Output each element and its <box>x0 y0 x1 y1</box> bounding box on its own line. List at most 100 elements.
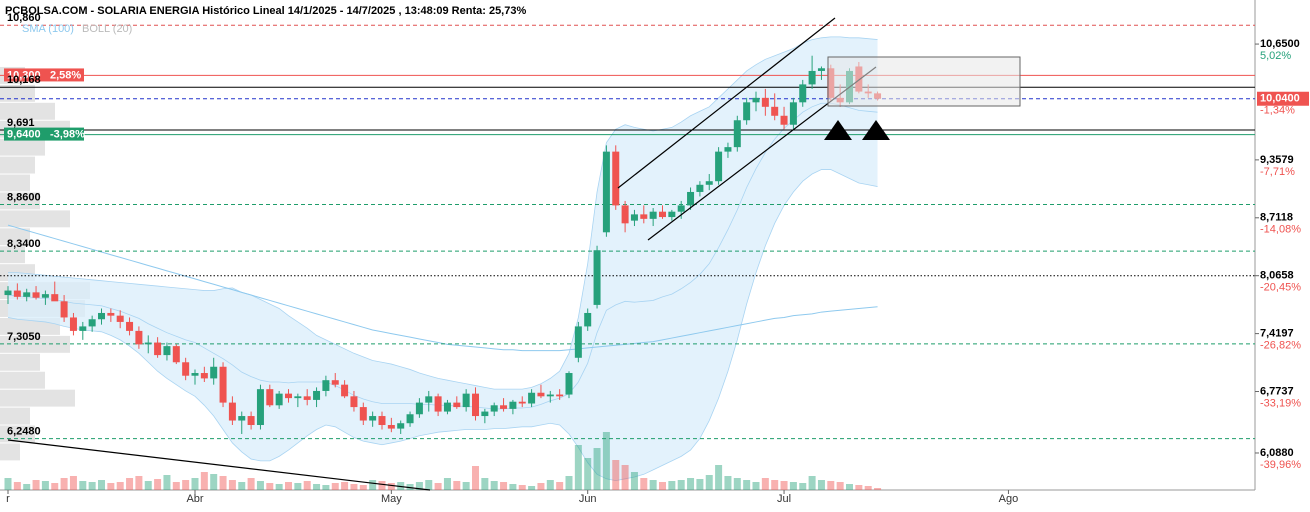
candle-body <box>528 392 536 404</box>
y-tick-label: 10,6500 <box>1260 38 1300 50</box>
candle-body <box>266 389 274 406</box>
candle-body <box>481 411 489 417</box>
volume-bar <box>780 481 788 490</box>
y-tick-pct: -39,96% <box>1260 459 1301 471</box>
volume-bar <box>116 482 124 490</box>
volume-bar <box>659 482 666 490</box>
volume-bar <box>715 465 723 490</box>
candle-body <box>387 425 395 429</box>
volume-bar <box>696 479 704 490</box>
candle-body <box>817 68 825 71</box>
volume-bar <box>135 476 143 490</box>
volume-bar <box>294 483 302 490</box>
volume-bar <box>649 480 657 490</box>
candle-body <box>500 405 508 409</box>
level-label: 9,691 <box>7 117 35 129</box>
candle-body <box>715 151 723 182</box>
volume-bar <box>584 458 592 490</box>
volume-bar <box>126 478 134 490</box>
level-label-box <box>4 68 84 82</box>
volume-bar <box>238 482 246 490</box>
volume-bar <box>481 478 489 490</box>
volume-bar <box>369 480 377 490</box>
volume-profile-bar <box>0 246 25 264</box>
volume-bar <box>23 484 31 490</box>
volume-bar <box>107 483 115 490</box>
y-tick-pct: -33,19% <box>1260 397 1301 409</box>
x-tick-label: Ago <box>999 493 1019 505</box>
candle-body <box>219 366 227 403</box>
volume-bar <box>285 482 292 490</box>
volume-bar <box>733 478 741 490</box>
volume-bar <box>808 476 816 490</box>
volume-bar <box>724 476 732 490</box>
candle-body <box>537 392 545 397</box>
candle-body <box>32 292 40 298</box>
candle-body <box>13 290 21 297</box>
triangle-marker <box>824 120 852 140</box>
volume-bar <box>200 472 208 490</box>
volume-bar <box>602 432 610 490</box>
y-tick-pct: -14,08% <box>1260 224 1301 236</box>
volume-bar <box>630 472 638 490</box>
candle-body <box>135 330 143 345</box>
candle-body <box>705 181 713 185</box>
candle-body <box>602 151 610 233</box>
volume-bar <box>172 482 180 490</box>
candle-body <box>41 294 49 298</box>
volume-bar <box>60 478 68 490</box>
volume-bar <box>98 480 105 490</box>
candle-body <box>172 346 180 363</box>
label-layer: PCBOLSA.COM - SOLARIA ENERGIA Histórico … <box>4 5 1309 505</box>
candle-body <box>443 402 451 412</box>
x-tick-label: Abr <box>186 493 203 505</box>
volume-bar <box>13 482 21 490</box>
volume-bar <box>425 480 433 490</box>
candle-body <box>60 301 68 318</box>
volume-bar <box>864 486 872 490</box>
volume-bar <box>537 483 545 490</box>
volume-bar <box>32 480 40 490</box>
candle-body <box>668 211 676 218</box>
volume-bar <box>771 480 779 490</box>
volume-bar <box>322 485 330 490</box>
volume-bar <box>191 478 199 490</box>
volume-bar <box>500 482 508 490</box>
bollinger-upper <box>8 36 878 390</box>
volume-profile-bar <box>0 407 30 425</box>
range-box <box>827 56 1021 107</box>
candle-body <box>200 373 208 379</box>
volume-bar <box>359 485 367 490</box>
candle-body <box>789 102 797 125</box>
candle-body <box>285 393 292 399</box>
volume-bar <box>341 482 349 490</box>
candle-body <box>472 393 479 417</box>
x-tick-label: Jun <box>579 493 597 505</box>
candle-body <box>69 317 77 331</box>
candle-body <box>228 402 236 421</box>
volume-bar <box>827 481 835 490</box>
y-tick-label: 8,7118 <box>1260 212 1293 224</box>
level-label: 6,2480 <box>7 426 41 438</box>
candle-body <box>743 102 751 121</box>
bollinger-middle <box>7 102 878 410</box>
volume-bar <box>705 475 713 490</box>
candle-body <box>107 312 115 316</box>
volume-bar <box>313 484 321 490</box>
volume-bar <box>415 482 423 490</box>
candle-body <box>210 366 218 379</box>
y-tick-label: 6,7737 <box>1260 385 1294 397</box>
volume-bar <box>331 483 339 490</box>
level-label: 7,3050 <box>7 331 41 343</box>
candle-body <box>677 205 685 212</box>
volume-bar <box>79 481 87 490</box>
level-label: 8,3400 <box>7 238 41 250</box>
candle-body <box>462 393 470 408</box>
candle-body <box>630 214 638 221</box>
candle-body <box>275 393 283 406</box>
candle-body <box>182 362 190 376</box>
triangle-marker <box>862 120 890 140</box>
volume-bar <box>210 474 218 490</box>
volume-bar <box>472 466 479 490</box>
